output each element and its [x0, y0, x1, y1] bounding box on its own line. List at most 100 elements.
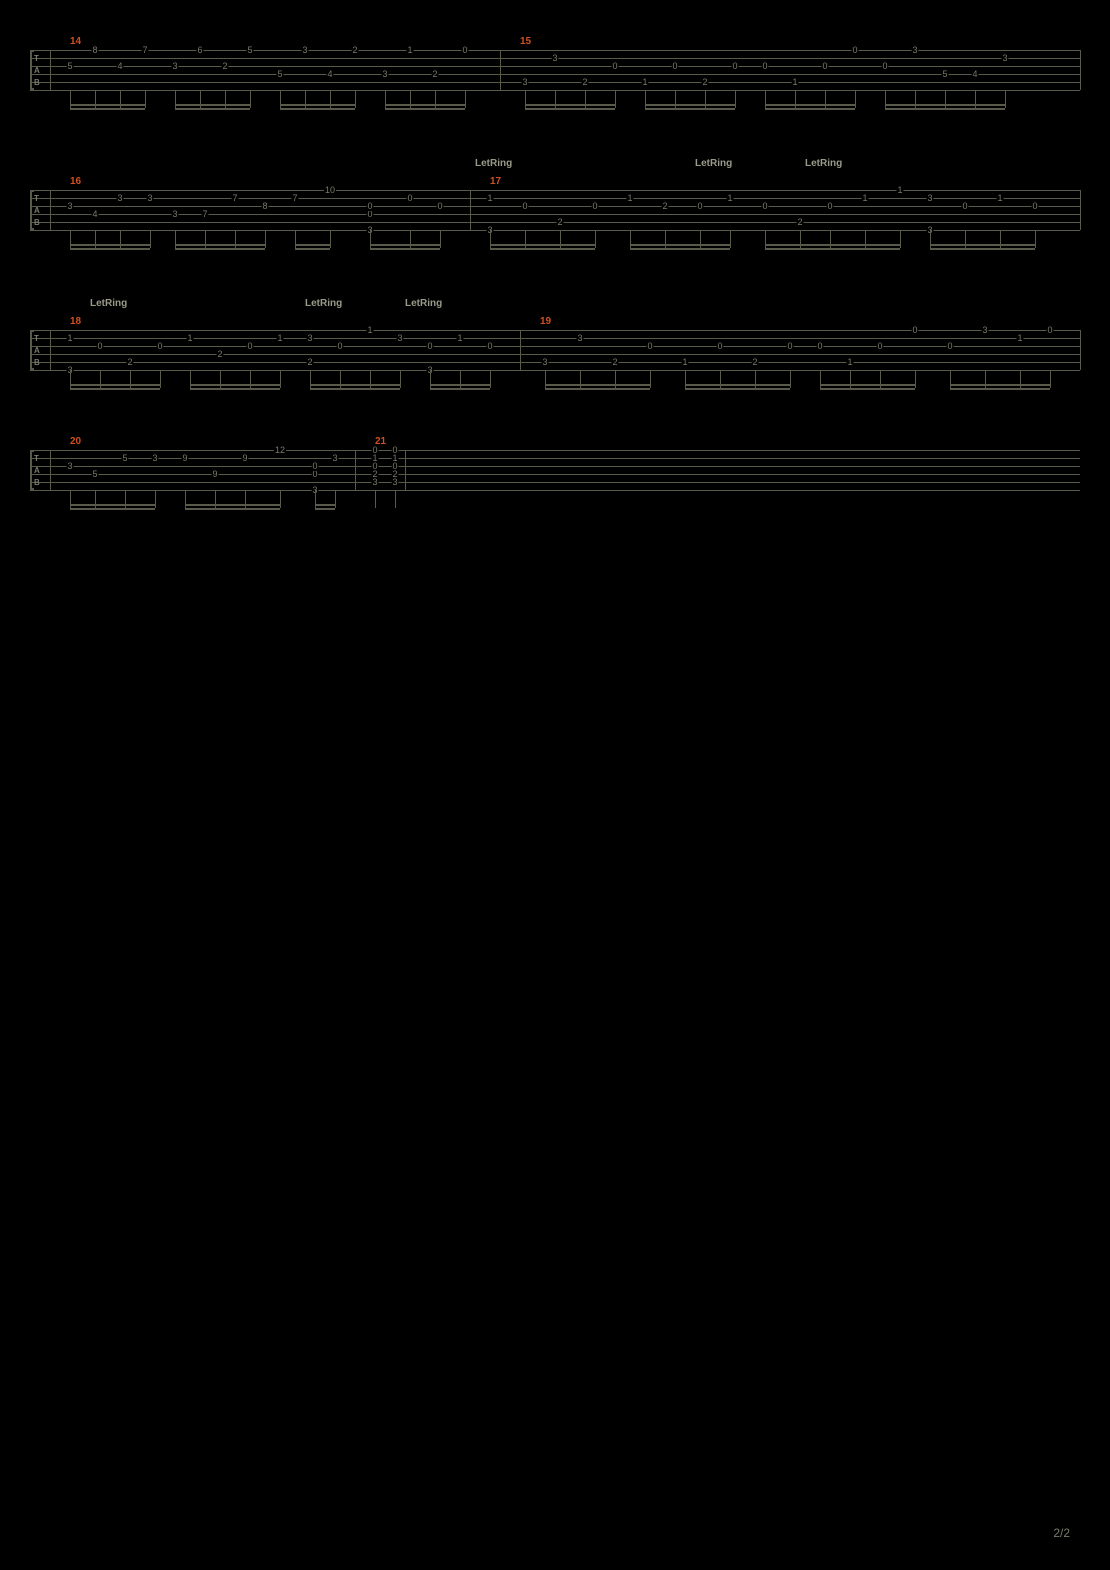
fret-number: 0 — [521, 201, 528, 211]
fret-number: 4 — [326, 69, 333, 79]
note-stem — [730, 230, 731, 248]
fret-number: 1 — [276, 333, 283, 343]
fret-number: 3 — [151, 453, 158, 463]
beam — [385, 108, 465, 110]
fret-number: 1 — [66, 333, 73, 343]
measure-number: 16 — [70, 176, 81, 187]
fret-number: 2 — [611, 357, 618, 367]
beam — [765, 108, 855, 110]
beam — [645, 108, 735, 110]
fret-number: 3 — [551, 53, 558, 63]
fret-number: 3 — [1001, 53, 1008, 63]
fret-number: 8 — [91, 45, 98, 55]
beam — [70, 508, 155, 510]
barline — [1080, 50, 1081, 90]
beam — [490, 248, 595, 250]
beam — [525, 108, 615, 110]
note-stem — [145, 90, 146, 108]
barline — [1080, 330, 1081, 370]
beam — [175, 244, 265, 246]
beam — [630, 244, 730, 246]
fret-number: 4 — [91, 209, 98, 219]
fret-number: 1 — [486, 193, 493, 203]
fret-number: 7 — [231, 193, 238, 203]
beam — [175, 248, 265, 250]
staff — [30, 190, 1080, 238]
fret-number: 3 — [381, 69, 388, 79]
staff-line — [30, 190, 1080, 191]
measure-number: 15 — [520, 36, 531, 47]
fret-number: 1 — [791, 77, 798, 87]
beam — [765, 104, 855, 106]
barline — [50, 450, 51, 490]
staff-line — [30, 74, 1080, 75]
fret-number: 0 — [816, 341, 823, 351]
fret-number: 2 — [351, 45, 358, 55]
note-stem — [250, 90, 251, 108]
barline — [405, 450, 406, 490]
fret-number: 0 — [696, 201, 703, 211]
note-stem — [915, 370, 916, 388]
fret-number: 0 — [761, 61, 768, 71]
beam — [315, 504, 335, 506]
fret-number: 3 — [331, 453, 338, 463]
staff-line — [30, 482, 1080, 483]
fret-number: 0 — [336, 341, 343, 351]
fret-number: 1 — [681, 357, 688, 367]
measure-number: 20 — [70, 436, 81, 447]
note-stem — [490, 370, 491, 388]
annotation-letring: LetRing — [805, 158, 842, 169]
fret-number: 0 — [876, 341, 883, 351]
beam — [175, 104, 250, 106]
staff-line — [30, 230, 1080, 231]
fret-number: 1 — [1016, 333, 1023, 343]
fret-number: 0 — [311, 461, 318, 471]
note-stem — [375, 490, 376, 508]
fret-number: 3 — [171, 61, 178, 71]
note-stem — [855, 90, 856, 108]
fret-number: 1 — [626, 193, 633, 203]
fret-number: 3 — [301, 45, 308, 55]
fret-number: 2 — [796, 217, 803, 227]
tab-system: LetRingLetRingLetRingTAB1831020120123013… — [30, 330, 1080, 378]
tab-system: LetRingLetRingLetRingTAB1634333778710300… — [30, 190, 1080, 238]
staff-line — [30, 346, 1080, 347]
beam — [70, 248, 150, 250]
fret-number: 0 — [591, 201, 598, 211]
note-stem — [900, 230, 901, 248]
staff-line — [30, 214, 1080, 215]
beam — [185, 504, 280, 506]
fret-number: 7 — [201, 209, 208, 219]
barline — [50, 190, 51, 230]
beam — [765, 248, 900, 250]
annotation-letring: LetRing — [305, 298, 342, 309]
annotation-letring: LetRing — [475, 158, 512, 169]
fret-number: 5 — [246, 45, 253, 55]
tab-clef-letter: A — [34, 66, 40, 75]
beam — [70, 108, 145, 110]
beam — [70, 104, 145, 106]
staff-line — [30, 354, 1080, 355]
staff-line — [30, 330, 1080, 331]
staff-line — [30, 450, 1080, 451]
tab-clef-letter: T — [34, 54, 39, 63]
note-stem — [280, 490, 281, 508]
fret-number: 0 — [786, 341, 793, 351]
fret-number: 0 — [1031, 201, 1038, 211]
fret-number: 0 — [911, 325, 918, 335]
beam — [545, 388, 650, 390]
barline — [355, 450, 356, 490]
beam — [630, 248, 730, 250]
annotation-letring: LetRing — [405, 298, 442, 309]
note-stem — [790, 370, 791, 388]
fret-number: 2 — [306, 357, 313, 367]
fret-number: 3 — [66, 201, 73, 211]
tab-clef-letter: B — [34, 218, 40, 227]
staff-line — [30, 370, 1080, 371]
tab-clef-letter: B — [34, 78, 40, 87]
note-stem — [1035, 230, 1036, 248]
note-stem — [280, 370, 281, 388]
fret-number: 2 — [751, 357, 758, 367]
fret-number: 3 — [396, 333, 403, 343]
barline — [500, 50, 501, 90]
